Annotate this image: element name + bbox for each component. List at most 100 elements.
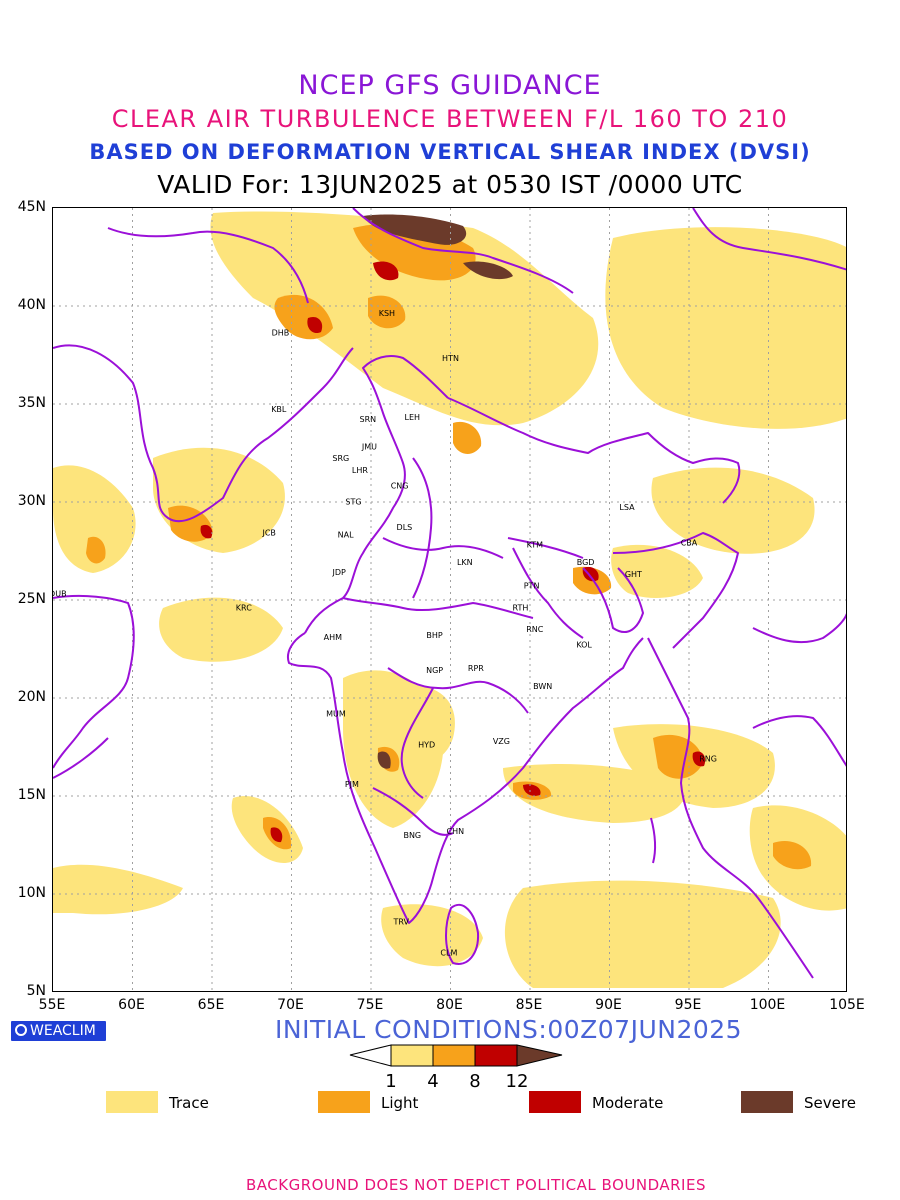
- logo-icon: [15, 1024, 27, 1036]
- city-label-hyd: HYD: [418, 741, 435, 750]
- trace-area: [53, 465, 136, 573]
- nepal: [507, 537, 584, 559]
- city-label-cng: CNG: [391, 482, 409, 491]
- light-area: [653, 734, 703, 779]
- colorbar: [349, 1044, 563, 1067]
- trace-area: [651, 467, 815, 554]
- valid-time: VALID For: 13JUN2025 at 0530 IST /0000 U…: [157, 170, 743, 199]
- pakistan-afghan: [53, 344, 354, 523]
- city-label-srn: SRN: [359, 415, 376, 424]
- city-label-jcb: JCB: [261, 529, 275, 538]
- legend-label: Moderate: [592, 1094, 664, 1112]
- lon-label: 85E: [515, 997, 543, 1013]
- trace-area: [393, 685, 455, 762]
- india-north-border: [304, 355, 449, 634]
- city-label-ahm: AHM: [324, 633, 342, 642]
- trace-area: [605, 227, 846, 429]
- northeast: [612, 532, 739, 649]
- moderate-area: [270, 827, 283, 843]
- initial-conditions: INITIAL CONDITIONS:00Z07JUN2025: [275, 1015, 743, 1044]
- city-label-mum: MUM: [326, 709, 346, 718]
- lat-label: 40N: [17, 297, 46, 313]
- city-label-ktm: KTM: [527, 541, 544, 550]
- colorbar-tick: 12: [505, 1071, 529, 1092]
- light-area: [368, 295, 406, 329]
- city-label-rng: RNG: [699, 754, 717, 763]
- city-label-htn: HTN: [442, 354, 459, 363]
- states-2: [387, 667, 529, 714]
- indochina: [752, 613, 846, 644]
- lat-label: 35N: [17, 395, 46, 411]
- lat-label: 10N: [17, 885, 46, 901]
- trace-area: [611, 544, 703, 598]
- boundaries: [53, 208, 846, 979]
- city-label-rpr: RPR: [468, 664, 484, 673]
- city-label-rth: RTH: [513, 603, 529, 612]
- lat-label: 15N: [17, 787, 46, 803]
- city-label-bwn: BWN: [533, 682, 552, 691]
- city-label-lsa: LSA: [619, 503, 635, 512]
- sri-lanka: [445, 903, 480, 965]
- city-label-bng: BNG: [403, 831, 421, 840]
- lon-label: 95E: [674, 997, 702, 1013]
- city-label-nal: NAL: [338, 531, 354, 540]
- lon-label: 105E: [829, 997, 865, 1013]
- map-grid: [53, 208, 846, 991]
- trace-area: [159, 597, 283, 662]
- states-3: [382, 537, 504, 559]
- legend-swatch: [318, 1091, 370, 1113]
- chart-subtitle: CLEAR AIR TURBULENCE BETWEEN F/L 160 TO …: [111, 105, 789, 133]
- lat-label: 45N: [17, 199, 46, 215]
- city-label-lhr: LHR: [352, 466, 368, 475]
- trace-area: [53, 864, 183, 915]
- china-border: [352, 208, 574, 294]
- city-label-srg: SRG: [332, 454, 349, 463]
- city-label-leh: LEH: [405, 413, 421, 422]
- india-coastline: [287, 632, 644, 924]
- city-label-cba: CBA: [681, 539, 698, 548]
- light-area: [86, 536, 106, 564]
- city-label-kol: KOL: [576, 641, 592, 650]
- disclaimer: BACKGROUND DOES NOT DEPICT POLITICAL BOU…: [246, 1176, 706, 1194]
- lon-label: 100E: [749, 997, 786, 1013]
- states-1: [342, 597, 534, 619]
- central-asia: [107, 227, 309, 304]
- city-label-stg: STG: [345, 497, 361, 506]
- legend-label: Trace: [169, 1094, 209, 1112]
- weaclim-logo: WEACLIM: [11, 1021, 106, 1041]
- himalaya-border: [447, 397, 741, 504]
- legend-swatch: [106, 1091, 158, 1113]
- city-label-clm: CLM: [440, 949, 457, 958]
- lat-label: 5N: [26, 983, 46, 999]
- lon-label: 70E: [277, 997, 304, 1013]
- logo-text: WEACLIM: [30, 1023, 96, 1039]
- lon-label: 65E: [197, 997, 225, 1013]
- moderate-area: [692, 751, 706, 767]
- city-label-dhb: DHB: [272, 329, 290, 338]
- lon-label: 60E: [118, 997, 145, 1013]
- trace-area: [381, 904, 483, 967]
- trace-area: [503, 763, 685, 823]
- tibet-east: [692, 208, 846, 271]
- city-label-trv: TRV: [392, 917, 409, 926]
- city-label-pjm: PJM: [345, 780, 359, 789]
- lat-label: 30N: [17, 493, 46, 509]
- legend-label: Severe: [804, 1094, 856, 1112]
- method-subtitle: BASED ON DEFORMATION VERTICAL SHEAR INDE…: [89, 140, 811, 164]
- legend-swatch: [529, 1091, 581, 1113]
- city-label-jmu: JMU: [361, 442, 377, 451]
- colorbar-severe: [516, 1044, 563, 1067]
- city-label-ngp: NGP: [426, 666, 443, 675]
- severe-area: [363, 214, 467, 245]
- arabia-coast: [53, 737, 109, 779]
- colorbar-low-arrow: [349, 1044, 392, 1067]
- city-label-bgd: BGD: [577, 558, 595, 567]
- legend-swatch: [741, 1091, 793, 1113]
- legend-label: Light: [381, 1094, 419, 1112]
- lat-label: 25N: [17, 591, 46, 607]
- city-label-chn: CHN: [447, 827, 465, 836]
- light-area: [773, 840, 812, 870]
- chart-title: NCEP GFS GUIDANCE: [298, 70, 602, 101]
